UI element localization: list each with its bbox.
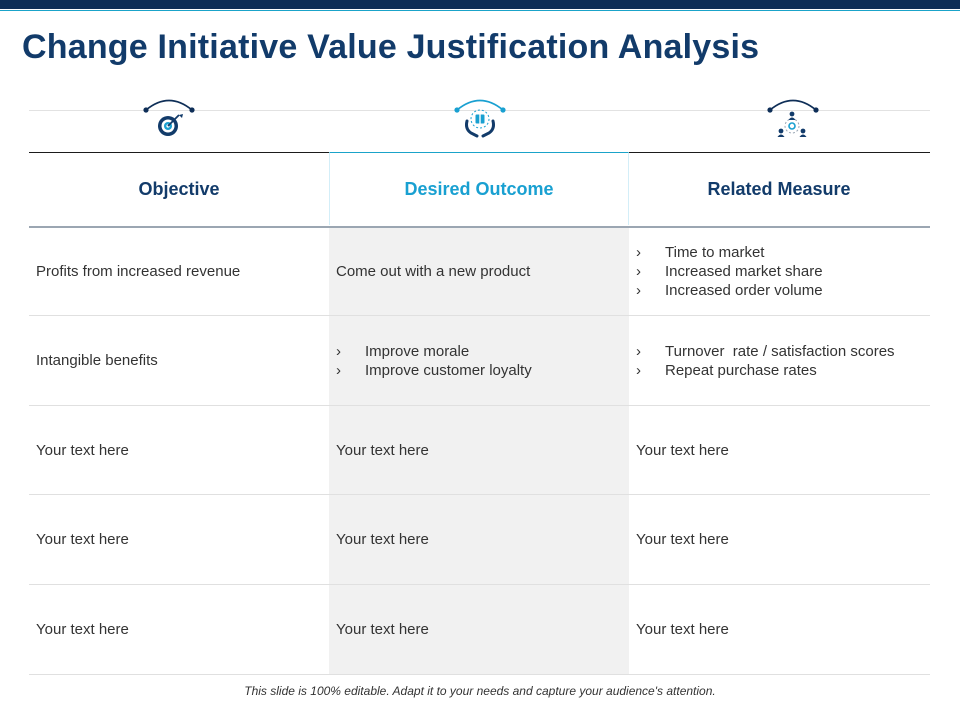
row1-measure: › Time to market › Increased market share … — [636, 227, 926, 316]
row3-objective: Your text here — [36, 406, 326, 495]
cell-text: Your text here — [36, 621, 129, 638]
cell-text: Improve morale — [365, 342, 470, 360]
chevron-right-icon: › — [636, 244, 641, 261]
row5-measure: Your text here — [636, 585, 926, 674]
desired-outcome-column-background — [329, 228, 629, 674]
row5-outcome: Your text here — [336, 585, 626, 674]
row5-objective: Your text here — [36, 585, 326, 674]
chevron-right-icon: › — [636, 263, 641, 280]
row-divider — [29, 315, 930, 316]
cell-text: Intangible benefits — [36, 352, 158, 369]
team-network-icon — [763, 97, 823, 142]
chevron-right-icon: › — [336, 342, 341, 360]
cell-text: Increased order volume — [665, 282, 823, 299]
row2-measure: › Turnover rate / satisfaction scores › Re… — [636, 316, 926, 405]
table-header-bottom-border — [29, 226, 930, 228]
footer-note: This slide is 100% editable. Adapt it to… — [244, 684, 716, 698]
cell-text: Your text here — [636, 531, 729, 548]
cell-text: Your text here — [336, 531, 429, 548]
row4-outcome: Your text here — [336, 495, 626, 584]
chevron-right-icon: › — [636, 342, 641, 360]
cell-text: Profits from increased revenue — [36, 263, 241, 280]
cell-text: Turnover rate / satisfaction scores — [665, 342, 895, 360]
cell-text: Your text here — [636, 442, 729, 459]
list-item: › Improve morale — [336, 342, 626, 361]
row4-measure: Your text here — [636, 495, 926, 584]
cell-text: Time to market — [665, 244, 765, 261]
row1-objective: Profits from increased revenue — [36, 227, 326, 316]
cell-text: Your text here — [336, 442, 429, 459]
target-icon — [139, 97, 199, 142]
list-item: › Increased market share — [636, 262, 926, 281]
top-banner-bar — [0, 0, 960, 9]
cell-text: Repeat purchase rates — [665, 361, 817, 379]
list-item: › Turnover rate / satisfaction scores — [636, 342, 926, 361]
chevron-right-icon: › — [636, 361, 641, 379]
row2-objective: Intangible benefits — [36, 316, 326, 405]
cell-text: Your text here — [36, 531, 129, 548]
cell-text: Your text here — [336, 621, 429, 638]
list-item: › Time to market — [636, 243, 926, 262]
header-objective: Objective — [138, 179, 220, 199]
list-item: › Repeat purchase rates — [636, 361, 926, 380]
chevron-right-icon: › — [336, 361, 341, 379]
cell-text: Your text here — [36, 442, 129, 459]
chevron-right-icon: › — [636, 282, 641, 299]
row2-outcome: › Improve morale › Improve customer loyalt… — [336, 316, 626, 405]
row-divider — [29, 584, 930, 585]
cell-text: Improve customer loyalty — [365, 361, 532, 379]
hands-holding-gift-icon — [450, 97, 510, 142]
cell-text: Come out with a new product — [336, 263, 531, 280]
header-related-measure: Related Measure — [707, 179, 851, 199]
top-accent-line — [0, 10, 960, 11]
row-divider — [29, 405, 930, 406]
row1-outcome: Come out with a new product — [336, 227, 626, 316]
list-item: › Improve customer loyalty — [336, 361, 626, 380]
row3-outcome: Your text here — [336, 406, 626, 495]
row4-objective: Your text here — [36, 495, 326, 584]
cell-text: Increased market share — [665, 263, 823, 280]
slide-title: Change Initiative Value Justification An… — [22, 28, 760, 66]
header-desired-outcome: Desired Outcome — [329, 152, 629, 225]
row3-measure: Your text here — [636, 406, 926, 495]
row-divider — [29, 674, 930, 675]
list-item: › Increased order volume — [636, 281, 926, 300]
row-divider — [29, 494, 930, 495]
cell-text: Your text here — [636, 621, 729, 638]
